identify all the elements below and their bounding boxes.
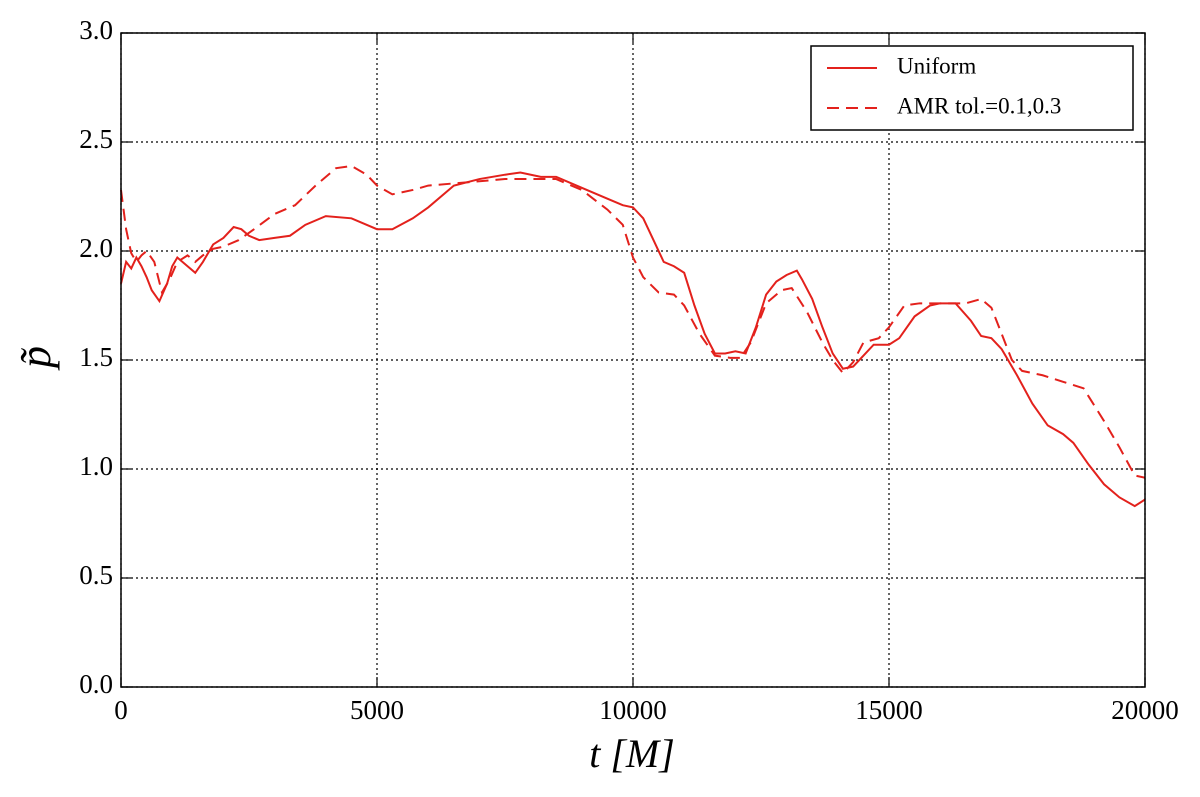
- x-tick-label: 5000: [350, 695, 404, 725]
- series-line: [120, 164, 1146, 479]
- y-tick-label: 0.0: [79, 669, 113, 699]
- y-tick-label: 1.0: [79, 451, 113, 481]
- y-tick-label: 2.0: [79, 233, 113, 263]
- y-tick-label: 3.0: [79, 15, 113, 45]
- x-tick-label: 10000: [599, 695, 667, 725]
- y-tick-label: 1.5: [79, 342, 113, 372]
- legend-box: [810, 45, 1134, 131]
- y-axis-label: p̃: [11, 346, 60, 371]
- x-tick-label: 15000: [855, 695, 923, 725]
- legend-label: AMR tol.=0.1,0.3: [897, 93, 1061, 118]
- legend: Uniform AMR tol.=0.1,0.3: [810, 45, 1134, 131]
- y-tick-label: 0.5: [79, 560, 113, 590]
- y-tick-label: 2.5: [79, 124, 113, 154]
- x-tick-label: 20000: [1111, 695, 1179, 725]
- x-tick-label: 0: [114, 695, 128, 725]
- legend-label: Uniform: [897, 53, 976, 78]
- x-axis-label: t [M]: [589, 731, 675, 776]
- plot-frame: [120, 32, 1146, 688]
